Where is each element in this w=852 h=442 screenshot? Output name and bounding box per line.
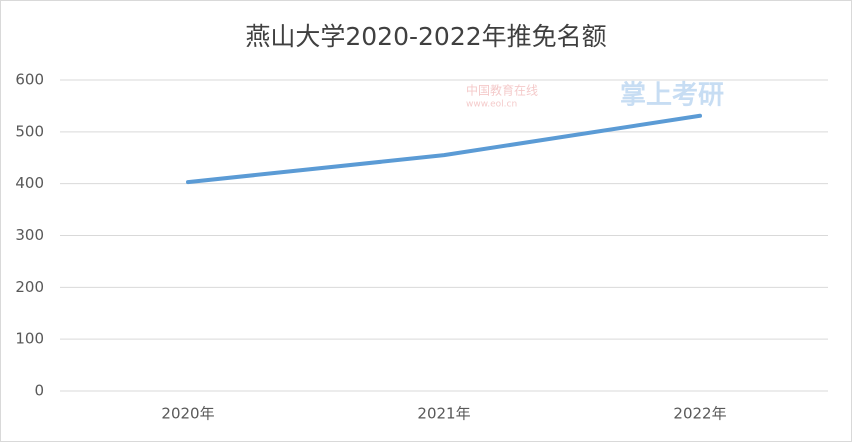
- watermark: 中国教育在线: [466, 83, 538, 98]
- watermark: 掌上考研: [620, 81, 724, 111]
- y-tick-label: 600: [15, 71, 44, 89]
- y-tick-label: 300: [15, 226, 44, 244]
- data-line: [186, 113, 702, 185]
- y-tick-label: 200: [15, 278, 44, 296]
- x-tick-label: 2021年: [417, 405, 470, 423]
- watermark: www.eol.cn: [466, 100, 517, 110]
- y-tick-label: 500: [15, 122, 44, 140]
- chart-title: 燕山大学2020-2022年推免名额: [245, 22, 606, 51]
- x-tick-label: 2020年: [161, 405, 214, 423]
- y-tick-label: 0: [34, 382, 44, 400]
- y-tick-label: 100: [15, 330, 44, 348]
- x-tick-label: 2022年: [673, 405, 726, 423]
- y-tick-label: 400: [15, 174, 44, 192]
